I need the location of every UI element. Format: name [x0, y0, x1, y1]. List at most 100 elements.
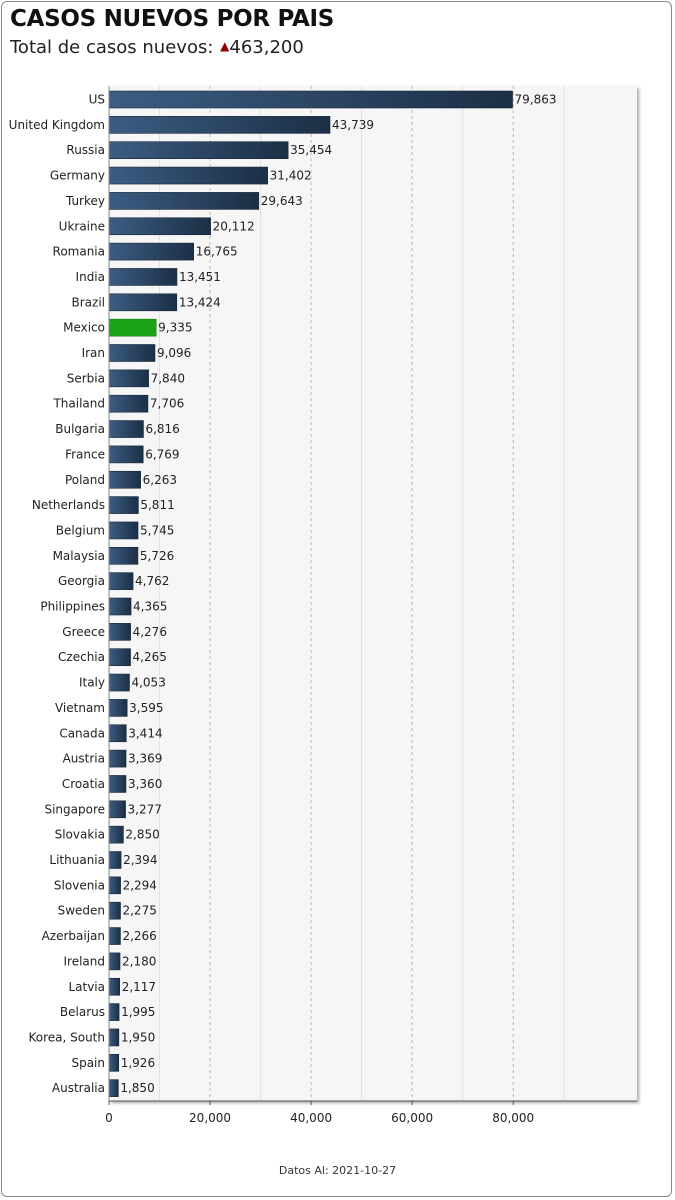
bar	[108, 166, 268, 185]
value-label: 5,811	[140, 498, 174, 512]
category-label: Korea, South	[28, 1030, 105, 1044]
bar	[108, 90, 513, 109]
value-label: 3,414	[128, 726, 162, 740]
bar	[108, 1003, 120, 1021]
bar	[108, 724, 127, 743]
bar	[108, 673, 130, 692]
value-label: 3,595	[129, 701, 163, 715]
value-label: 9,096	[157, 346, 191, 360]
value-label: 4,265	[133, 650, 167, 664]
x-tick-label: 40,000	[290, 1111, 332, 1125]
data-date-footer: Datos Al: 2021-10-27	[278, 1164, 397, 1177]
category-label: Mexico	[63, 321, 105, 335]
category-label: Belgium	[56, 523, 105, 537]
category-label: Azerbaijan	[42, 929, 105, 943]
category-label: Lithuania	[49, 853, 105, 867]
value-label: 5,745	[140, 523, 174, 537]
category-label: Netherlands	[32, 498, 105, 512]
bar	[108, 116, 331, 134]
bar	[108, 825, 124, 844]
category-label: United Kingdom	[9, 118, 105, 132]
value-label: 4,365	[133, 600, 167, 614]
category-label: Singapore	[44, 802, 105, 816]
category-label: Latvia	[68, 980, 105, 994]
bar	[108, 420, 144, 438]
bar	[108, 546, 139, 565]
value-label: 3,369	[128, 752, 162, 766]
bar	[108, 293, 178, 312]
category-label: Czechia	[58, 650, 105, 664]
bar	[108, 496, 139, 514]
category-label: Serbia	[67, 371, 105, 385]
bar	[108, 623, 131, 641]
bar	[108, 141, 289, 159]
value-label: 6,769	[145, 447, 179, 461]
value-label: 35,454	[290, 143, 332, 157]
category-label: Greece	[62, 625, 105, 639]
bar	[108, 901, 121, 920]
bar	[108, 470, 141, 489]
bar	[108, 749, 127, 768]
bar	[108, 572, 134, 590]
value-label: 1,950	[121, 1030, 155, 1044]
category-label: Croatia	[62, 777, 105, 791]
category-label: Vietnam	[55, 701, 105, 715]
bar	[108, 394, 149, 413]
value-label: 6,816	[145, 422, 179, 436]
value-label: 2,117	[122, 980, 156, 994]
category-label: Bulgaria	[55, 422, 105, 436]
subtitle-value: 463,200	[229, 37, 304, 58]
bar	[108, 217, 211, 236]
value-label: 3,277	[128, 802, 162, 816]
bar	[108, 1079, 119, 1097]
value-label: 6,263	[143, 473, 177, 487]
bar	[108, 648, 131, 667]
bar	[108, 242, 195, 261]
chart-title: CASOS NUEVOS POR PAIS	[10, 6, 335, 32]
value-label: 31,402	[270, 169, 312, 183]
category-label: Poland	[65, 473, 105, 487]
plot-area	[109, 86, 637, 1101]
value-label: 79,863	[515, 93, 557, 107]
category-label: Italy	[79, 676, 105, 690]
bar	[108, 445, 144, 464]
category-label: France	[65, 447, 105, 461]
bar	[108, 344, 156, 362]
value-label: 2,180	[122, 954, 156, 968]
category-label: Thailand	[52, 397, 105, 411]
bar	[108, 977, 120, 996]
category-label: Sweden	[58, 904, 105, 918]
value-label: 9,335	[158, 321, 192, 335]
x-tick-label: 60,000	[391, 1111, 433, 1125]
category-label: Austria	[63, 752, 105, 766]
value-label: 1,850	[120, 1081, 154, 1095]
category-label: Turkey	[65, 194, 105, 208]
value-label: 2,294	[123, 878, 157, 892]
value-label: 43,739	[332, 118, 374, 132]
category-label: Iran	[82, 346, 105, 360]
bar	[108, 800, 126, 819]
bar	[108, 192, 260, 210]
bar	[108, 952, 121, 971]
category-label: Ukraine	[59, 219, 105, 233]
bar	[108, 521, 139, 540]
value-label: 3,360	[128, 777, 162, 791]
category-label: Canada	[59, 726, 105, 740]
bar	[108, 1054, 120, 1072]
category-label: Belarus	[60, 1005, 105, 1019]
category-label: Germany	[50, 169, 105, 183]
bar-highlight	[108, 318, 157, 337]
category-label: Ireland	[63, 954, 105, 968]
category-label: Russia	[66, 143, 105, 157]
category-label: Slovenia	[54, 878, 105, 892]
value-label: 1,926	[121, 1056, 155, 1070]
bar	[108, 851, 122, 869]
subtitle-label: Total de casos nuevos:	[10, 37, 214, 58]
value-label: 13,424	[179, 295, 221, 309]
value-label: 29,643	[261, 194, 303, 208]
value-label: 16,765	[196, 245, 238, 259]
bar	[108, 268, 178, 286]
category-label: Brazil	[72, 295, 106, 309]
value-label: 7,706	[150, 397, 184, 411]
